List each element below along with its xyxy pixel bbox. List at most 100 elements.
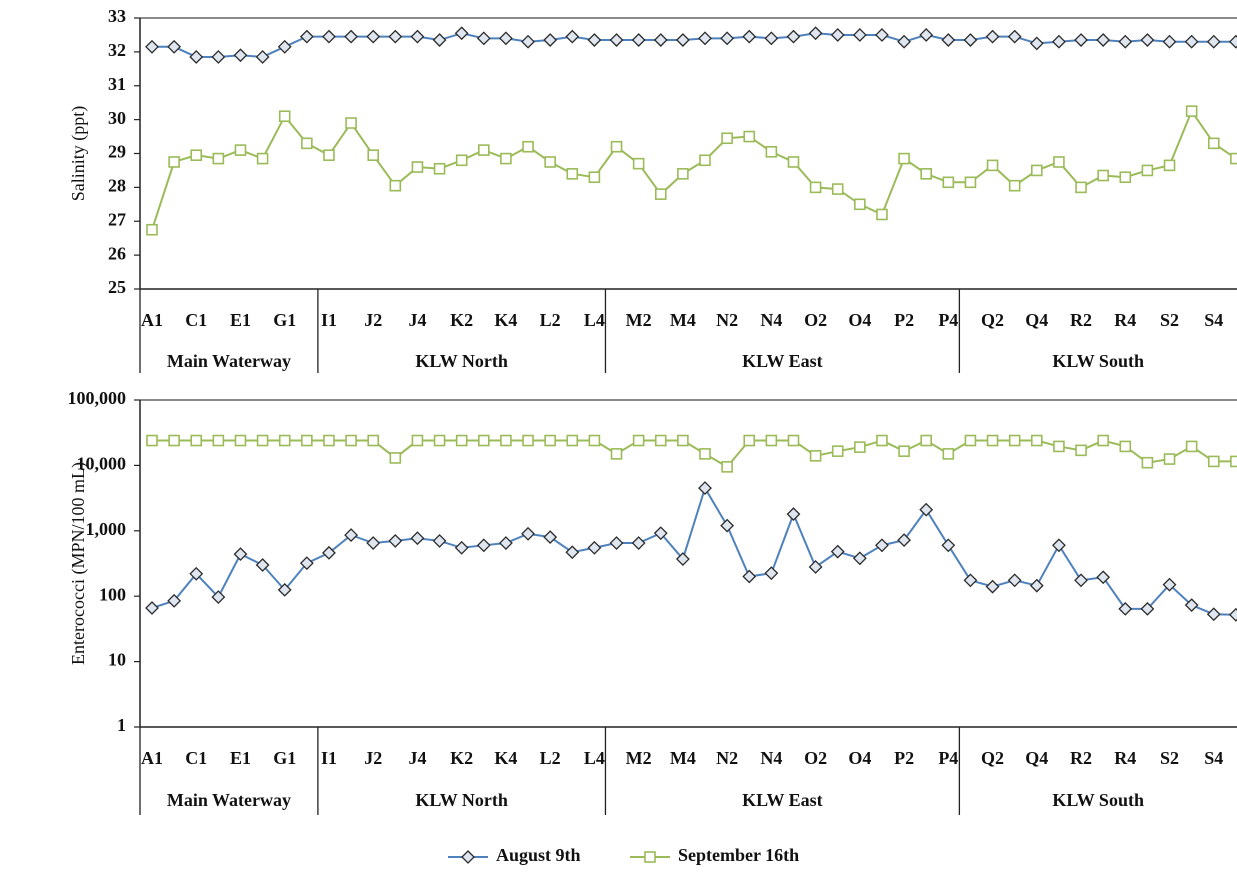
square-marker	[765, 434, 778, 447]
x-tick-label: J4	[408, 748, 426, 768]
x-tick-label: P2	[894, 748, 914, 768]
square-marker	[743, 434, 756, 447]
x-tick-label: K4	[494, 748, 517, 768]
diamond-marker	[875, 538, 889, 553]
square-marker	[367, 149, 380, 161]
square-marker	[699, 154, 711, 167]
square-marker	[1031, 434, 1043, 447]
x-tick-label: Q4	[1025, 748, 1048, 768]
square-marker	[544, 156, 556, 168]
diamond-marker	[786, 29, 801, 44]
diamond-marker	[1007, 29, 1022, 44]
diamond-marker	[388, 29, 403, 44]
diamond-marker	[1206, 34, 1221, 49]
square-marker	[212, 434, 225, 447]
diamond-marker	[1184, 34, 1199, 49]
y-tick-label: 26	[108, 243, 126, 263]
diamond-marker	[963, 573, 978, 588]
x-tick-label: O2	[804, 748, 827, 768]
square-marker	[787, 156, 800, 168]
square-marker	[588, 434, 601, 447]
diamond-marker	[941, 538, 956, 553]
x-tick-label: G1	[273, 748, 296, 768]
x-tick-label: Q2	[981, 310, 1004, 330]
x-tick-label: N2	[716, 310, 738, 330]
square-marker	[146, 434, 158, 447]
square-marker	[942, 176, 955, 189]
square-marker	[654, 188, 667, 200]
square-marker	[345, 434, 357, 447]
square-marker	[323, 434, 335, 447]
x-tick-label: O2	[804, 310, 827, 330]
x-tick-label: J2	[364, 310, 382, 330]
diamond-marker	[211, 590, 226, 604]
square-marker	[854, 441, 866, 453]
square-marker	[477, 434, 490, 447]
diamond-marker	[609, 536, 624, 550]
square-marker	[876, 208, 888, 221]
x-tick-label: E1	[230, 748, 251, 768]
diamond-marker	[366, 29, 381, 44]
legend-marker	[461, 850, 475, 864]
diamond-marker	[875, 28, 889, 42]
group-label: Main Waterway	[167, 351, 291, 371]
diamond-marker	[985, 579, 1000, 594]
x-tick-label: M2	[626, 748, 652, 768]
y-tick-label: 33	[108, 6, 126, 26]
y-tick-label: 29	[108, 142, 126, 162]
square-marker	[455, 434, 468, 447]
diamond-marker	[808, 560, 823, 574]
x-tick-label: J2	[364, 748, 382, 768]
square-marker	[1008, 434, 1021, 447]
square-marker	[234, 434, 247, 447]
legend-label: August 9th	[496, 845, 581, 865]
square-marker	[898, 445, 910, 457]
diamond-marker	[189, 566, 204, 581]
square-marker	[854, 198, 866, 211]
diamond-marker	[720, 518, 735, 533]
diamond-marker	[1228, 607, 1237, 622]
diamond-marker	[941, 33, 956, 47]
x-tick-label: G1	[273, 310, 296, 330]
square-marker	[765, 146, 778, 158]
square-marker	[256, 152, 269, 165]
square-marker	[942, 448, 955, 460]
square-marker	[699, 448, 711, 460]
square-marker	[1119, 440, 1132, 453]
x-tick-label: Q2	[981, 748, 1004, 768]
diamond-marker	[1140, 33, 1155, 47]
y-axis-label: Salinity (ppt)	[68, 106, 89, 202]
series-line	[151, 485, 1236, 616]
x-tick-label: E1	[230, 310, 251, 330]
y-tick-label: 28	[108, 176, 126, 196]
diamond-marker	[587, 540, 602, 555]
square-marker	[986, 434, 999, 447]
x-tick-label: K2	[450, 310, 473, 330]
diamond-marker	[1162, 577, 1177, 592]
square-marker	[190, 149, 203, 161]
diamond-marker	[830, 544, 845, 559]
y-tick-label: 100	[99, 584, 126, 604]
square-marker	[389, 179, 402, 192]
y-tick-label: 31	[108, 74, 126, 94]
diamond-marker	[1140, 601, 1155, 616]
diamond-marker	[410, 531, 425, 546]
diamond-marker	[454, 26, 469, 41]
square-marker	[190, 434, 203, 447]
x-tick-label: S4	[1204, 310, 1223, 330]
square-marker	[986, 159, 999, 172]
square-marker	[500, 152, 512, 165]
x-tick-label: Q4	[1025, 310, 1048, 330]
series-line	[152, 439, 1236, 469]
square-marker	[1119, 171, 1132, 184]
x-tick-label: R4	[1114, 748, 1136, 768]
square-marker	[345, 117, 357, 129]
square-marker	[1053, 156, 1065, 168]
square-marker	[256, 434, 269, 447]
diamond-marker	[167, 39, 182, 54]
square-marker	[367, 434, 380, 447]
square-marker	[831, 445, 844, 457]
square-marker	[677, 168, 689, 180]
